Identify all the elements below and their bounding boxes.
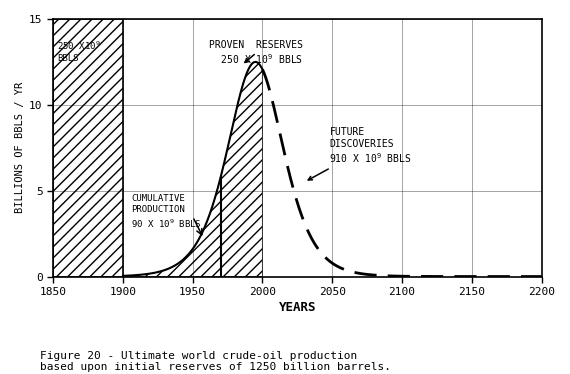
Text: 250 X10$^9$
BBLS: 250 X10$^9$ BBLS (57, 40, 101, 63)
X-axis label: YEARS: YEARS (279, 301, 316, 314)
Text: CUMULATIVE
PRODUCTION
90 X 10$^9$ BBLS: CUMULATIVE PRODUCTION 90 X 10$^9$ BBLS (131, 194, 202, 230)
Text: PROVEN  RESERVES
  250 X 10$^9$ BBLS: PROVEN RESERVES 250 X 10$^9$ BBLS (209, 40, 303, 66)
Text: Figure 20 - Ultimate world crude-oil production
based upon initial reserves of 1: Figure 20 - Ultimate world crude-oil pro… (40, 350, 391, 372)
Text: FUTURE
DISCOVERIES
910 X 10$^9$ BBLS: FUTURE DISCOVERIES 910 X 10$^9$ BBLS (308, 127, 412, 180)
Bar (53, 19, 123, 276)
Y-axis label: BILLIONS OF BBLS / YR: BILLIONS OF BBLS / YR (15, 82, 25, 214)
